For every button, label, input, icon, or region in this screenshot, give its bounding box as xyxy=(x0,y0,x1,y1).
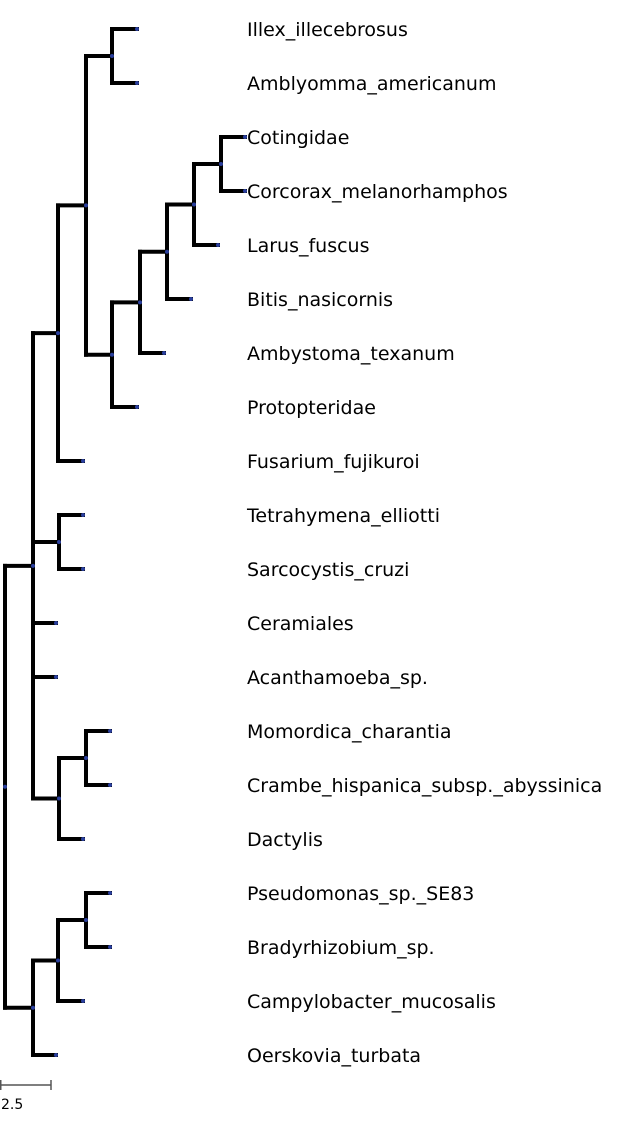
leaf-node-9 xyxy=(81,513,85,517)
internal-node-c15 xyxy=(84,918,88,922)
scale-bar-label: 2.5 xyxy=(1,1097,23,1113)
leaf-node-3 xyxy=(243,189,247,193)
leaf-label: Dactylis xyxy=(247,829,323,851)
leaf-node-15 xyxy=(81,837,85,841)
internal-node-c3 xyxy=(84,203,88,208)
internal-node-c8 xyxy=(192,202,196,207)
internal-node-c1 xyxy=(31,563,35,568)
leaf-node-0 xyxy=(135,27,139,31)
internal-node-root xyxy=(3,784,7,789)
leaf-node-8 xyxy=(81,459,85,463)
internal-node-c7 xyxy=(165,249,169,254)
leaf-node-4 xyxy=(216,243,220,247)
leaf-node-7 xyxy=(135,405,139,409)
leaf-node-12 xyxy=(54,675,58,679)
internal-node-c5 xyxy=(110,352,114,357)
leaf-label: Crambe_hispanica_subsp._abyssinica xyxy=(247,775,602,797)
leaf-node-1 xyxy=(135,81,139,85)
leaf-label: Illex_illecebrosus xyxy=(247,19,408,41)
tree-nodes xyxy=(3,27,247,1057)
internal-node-c12 xyxy=(84,756,88,760)
internal-node-c9 xyxy=(219,162,223,166)
leaf-node-5 xyxy=(189,297,193,301)
internal-node-c10 xyxy=(57,540,61,544)
leaf-label: Momordica_charantia xyxy=(247,721,452,743)
tree-branches xyxy=(3,27,247,1057)
leaf-label: Tetrahymena_elliotti xyxy=(246,505,440,527)
internal-node-c11 xyxy=(57,796,61,801)
leaf-label: Oerskovia_turbata xyxy=(247,1045,421,1067)
leaf-node-17 xyxy=(108,945,112,949)
internal-node-c14 xyxy=(56,958,60,963)
leaf-label: Ambystoma_texanum xyxy=(247,343,455,365)
scale-bar: 2.5 xyxy=(0,1080,52,1113)
leaf-label: Pseudomonas_sp._SE83 xyxy=(247,883,474,905)
internal-node-c13 xyxy=(31,1005,35,1010)
leaf-node-6 xyxy=(162,351,166,355)
leaf-label: Fusarium_fujikuroi xyxy=(247,451,420,473)
leaf-label: Cotingidae xyxy=(247,127,349,149)
leaf-node-2 xyxy=(243,135,247,139)
internal-node-c2 xyxy=(56,331,60,336)
leaf-label: Corcorax_melanorhamphos xyxy=(247,181,508,203)
leaf-label: Ceramiales xyxy=(247,613,354,635)
leaf-node-16 xyxy=(108,891,112,895)
leaf-node-14 xyxy=(108,783,112,787)
leaf-label: Bitis_nasicornis xyxy=(247,289,393,311)
leaf-node-10 xyxy=(81,567,85,571)
leaf-label: Amblyomma_americanum xyxy=(247,73,497,95)
leaf-label: Bradyrhizobium_sp. xyxy=(247,937,435,959)
leaf-label: Acanthamoeba_sp. xyxy=(247,667,428,689)
leaf-node-11 xyxy=(54,621,58,625)
leaf-node-18 xyxy=(81,999,85,1003)
leaf-labels: Illex_illecebrosus Amblyomma_americanum Co… xyxy=(246,19,602,1067)
leaf-node-19 xyxy=(54,1053,58,1057)
internal-node-c6 xyxy=(138,300,142,305)
leaf-label: Campylobacter_mucosalis xyxy=(247,991,496,1013)
internal-node-c4 xyxy=(110,54,114,58)
leaf-label: Protopteridae xyxy=(247,397,376,419)
leaf-label: Sarcocystis_cruzi xyxy=(247,559,409,581)
leaf-node-13 xyxy=(108,729,112,733)
leaf-label: Larus_fuscus xyxy=(247,235,370,257)
